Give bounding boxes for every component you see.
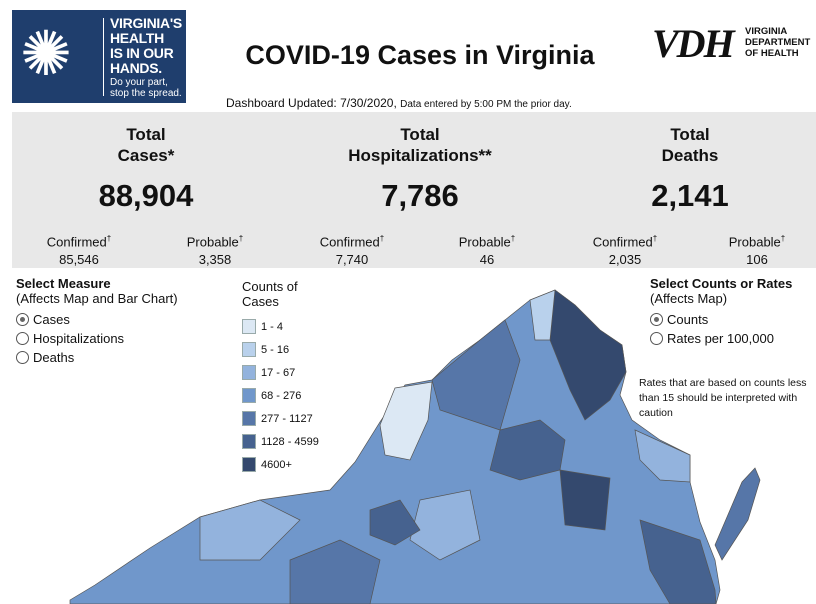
measure-subtitle: (Affects Map and Bar Chart) — [16, 291, 178, 306]
dashboard-updated: Dashboard Updated: 7/30/2020, Data enter… — [226, 96, 572, 110]
measure-title: Select Measure — [16, 276, 111, 291]
county-region-loudoun — [529, 289, 556, 341]
county-region-hampton-roads — [639, 519, 717, 604]
legend-item: 5 - 16 — [242, 338, 319, 361]
deaths-probable: Probable† 106 — [728, 234, 786, 268]
radio-rates[interactable]: Rates per 100,000 — [650, 329, 792, 348]
radio-cases[interactable]: Cases — [16, 310, 178, 329]
county-region-roanoke — [369, 499, 421, 546]
hosp-probable: Probable† 46 — [458, 234, 516, 268]
legend-item: 17 - 67 — [242, 361, 319, 384]
page-title: COVID-19 Cases in Virginia — [245, 40, 595, 70]
radio-selected-icon[interactable] — [650, 313, 663, 326]
total-hospitalizations: Total Hospitalizations** 7,786 — [348, 125, 492, 213]
county-region-valley — [431, 319, 521, 431]
total-deaths: Total Deaths 2,141 — [651, 125, 729, 213]
county-region-alleghany-light — [379, 381, 433, 461]
radio-icon[interactable] — [650, 332, 663, 345]
county-region-southwest — [289, 539, 381, 604]
radio-selected-icon[interactable] — [16, 313, 29, 326]
select-counts-rates-control: Select Counts or Rates (Affects Map) Cou… — [650, 276, 792, 348]
vdh-logo-text: VIRGINIA DEPARTMENT OF HEALTH — [745, 26, 811, 59]
deaths-confirmed: Confirmed† 2,035 — [592, 234, 658, 268]
vdh-logo: VDH — [652, 21, 735, 66]
radio-icon[interactable] — [16, 332, 29, 345]
virginia-health-logo: ✺ VIRGINIA'S HEALTH IS IN OUR HANDS. Do you… — [12, 10, 186, 103]
cases-confirmed: Confirmed† 85,546 — [46, 234, 112, 268]
county-region-richmond — [559, 469, 611, 531]
county-region-west-light — [199, 499, 301, 561]
legend-item: 1128 - 4599 — [242, 430, 319, 453]
legend-item: 68 - 276 — [242, 384, 319, 407]
cases-probable: Probable† 3,358 — [186, 234, 244, 268]
select-measure-control: Select Measure (Affects Map and Bar Char… — [16, 276, 178, 367]
radio-deaths[interactable]: Deaths — [16, 348, 178, 367]
legend-item: 277 - 1127 — [242, 407, 319, 430]
total-cases: Total Cases* 88,904 — [98, 125, 194, 213]
caution-note: Rates that are based on counts less than… — [639, 377, 807, 419]
counts-rates-title: Select Counts or Rates — [650, 276, 793, 291]
radio-icon[interactable] — [16, 351, 29, 364]
counts-rates-subtitle: (Affects Map) — [650, 291, 728, 306]
legend-item: 4600+ — [242, 453, 319, 476]
radio-counts[interactable]: Counts — [650, 310, 792, 329]
county-region-northern-virginia — [549, 289, 627, 421]
legend-item: 1 - 4 — [242, 315, 319, 338]
radio-hospitalizations[interactable]: Hospitalizations — [16, 329, 178, 348]
virus-icon: ✺ — [20, 20, 72, 89]
county-region-northern-neck — [634, 429, 691, 483]
map-legend: Counts of Cases 1 - 4 5 - 16 17 - 67 68 … — [242, 279, 319, 476]
stats-panel: Total Cases* 88,904 Total Hospitalizations*… — [12, 112, 816, 268]
hosp-confirmed: Confirmed† 7,740 — [319, 234, 385, 268]
eastern-shore — [714, 467, 761, 561]
